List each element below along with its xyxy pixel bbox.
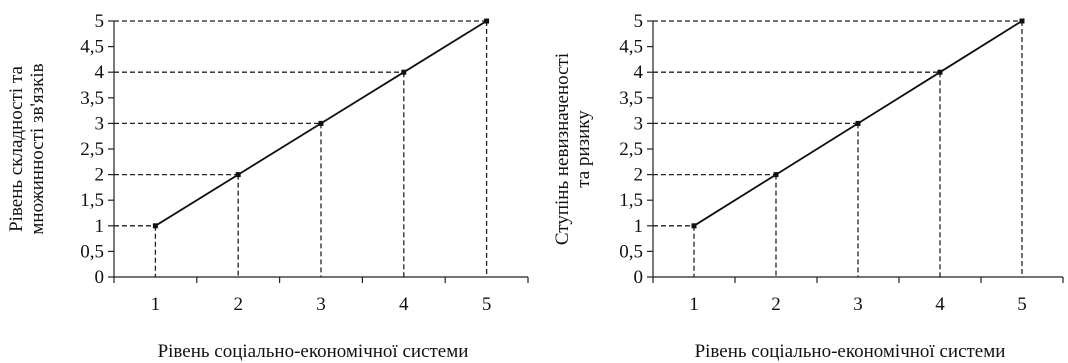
y-tick-label: 1 [634, 216, 644, 237]
y-tick-label: 1,5 [619, 190, 643, 211]
y-axis-title-line: та ризику [573, 110, 594, 188]
x-tick-label: 1 [151, 294, 161, 315]
y-tick-label: 2,5 [80, 139, 104, 160]
data-point [773, 172, 779, 178]
x-axis-title: Рівень соціально-економічної системи [695, 341, 1006, 362]
y-tick-label: 0 [634, 267, 644, 288]
data-point [318, 120, 324, 126]
x-tick-label: 2 [771, 294, 781, 315]
x-tick-label: 3 [853, 294, 863, 315]
y-tick-label: 5 [95, 11, 105, 32]
x-tick-label: 1 [689, 294, 699, 315]
chart-1: 0 0,5 1 1,5 2 2,5 3 3,5 4 4,5 5 1 2 3 4 5 Рівень соціаль… [6, 11, 529, 362]
y-tick-label: 0,5 [80, 241, 104, 262]
x-tick-label: 3 [316, 294, 326, 315]
data-point [484, 18, 490, 24]
data-point [401, 69, 407, 75]
data-point [691, 223, 697, 229]
y-tick-label: 5 [634, 11, 644, 32]
y-tick-label: 2 [95, 165, 105, 186]
y-tick-label: 3 [95, 113, 105, 134]
y-tick-label: 3 [634, 113, 644, 134]
y-tick-label: 1,5 [80, 190, 104, 211]
y-tick-label: 4 [95, 62, 105, 83]
data-point [937, 69, 943, 75]
y-axis-title-line: Ступінь невизначеності [552, 53, 573, 245]
x-tick-label: 5 [1017, 294, 1027, 315]
x-tick-label: 2 [233, 294, 243, 315]
data-point [855, 120, 861, 126]
x-tick-label: 5 [482, 294, 492, 315]
y-tick-label: 2 [634, 165, 644, 186]
y-axis-title-line: Рівень складності та [6, 66, 27, 232]
data-point [1019, 18, 1025, 24]
data-point [152, 223, 158, 229]
y-tick-label: 4 [634, 62, 644, 83]
y-tick-label: 4,5 [619, 37, 643, 58]
x-tick-label: 4 [935, 294, 945, 315]
y-axis-title-line: множинності зв'язків [27, 63, 48, 234]
chart-2: 0 0,5 1 1,5 2 2,5 3 3,5 4 4,5 5 1 2 3 4 5 Рівень соціаль… [552, 11, 1064, 362]
x-axis-title: Рівень соціально-економічної системи [158, 341, 469, 362]
data-point [235, 172, 241, 178]
y-tick-label: 3,5 [619, 88, 643, 109]
x-tick-label: 4 [399, 294, 409, 315]
y-tick-label: 1 [95, 216, 105, 237]
y-tick-label: 2,5 [619, 139, 643, 160]
y-tick-label: 0 [95, 267, 105, 288]
y-tick-label: 4,5 [80, 37, 104, 58]
y-tick-label: 3,5 [80, 88, 104, 109]
y-tick-label: 0,5 [619, 241, 643, 262]
